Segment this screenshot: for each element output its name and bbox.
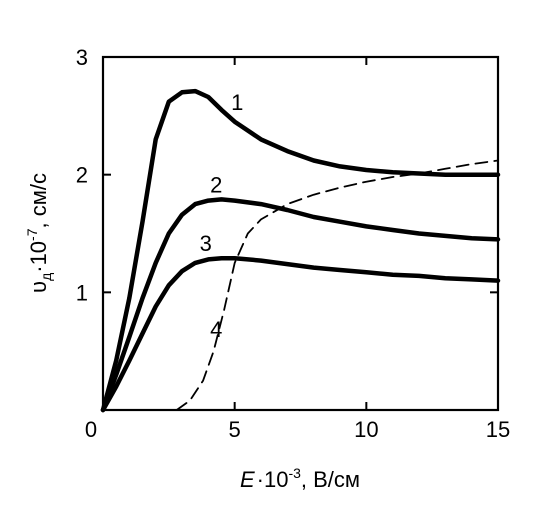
y-tick-label: 2 [76, 163, 88, 188]
plot-frame [101, 55, 500, 412]
x-tick-label: 0 [85, 417, 97, 442]
y-tick-label: 3 [76, 45, 88, 70]
x-tick-label: 5 [229, 417, 241, 442]
curve-label-1: 1 [231, 90, 243, 115]
curve-label-2: 2 [210, 172, 222, 197]
y-axis-title: υд·10-7, см/с [24, 173, 54, 293]
y-tick-label: 1 [76, 280, 88, 305]
x-axis-title: E·10-3, В/см [240, 465, 360, 492]
curve-label-3: 3 [200, 231, 212, 256]
series-line-3 [100, 255, 501, 413]
series-line-2 [100, 197, 501, 413]
x-tick-label: 10 [354, 417, 378, 442]
x-tick-label: 15 [486, 417, 510, 442]
curve-label-4: 4 [210, 317, 222, 342]
series-line-1 [100, 88, 501, 413]
axis-ticks: 0 5 10 15 1 2 3 [76, 45, 510, 442]
series-group [100, 88, 501, 413]
curve-labels: 1 2 3 4 [200, 90, 244, 342]
series-line-4 [175, 159, 499, 411]
